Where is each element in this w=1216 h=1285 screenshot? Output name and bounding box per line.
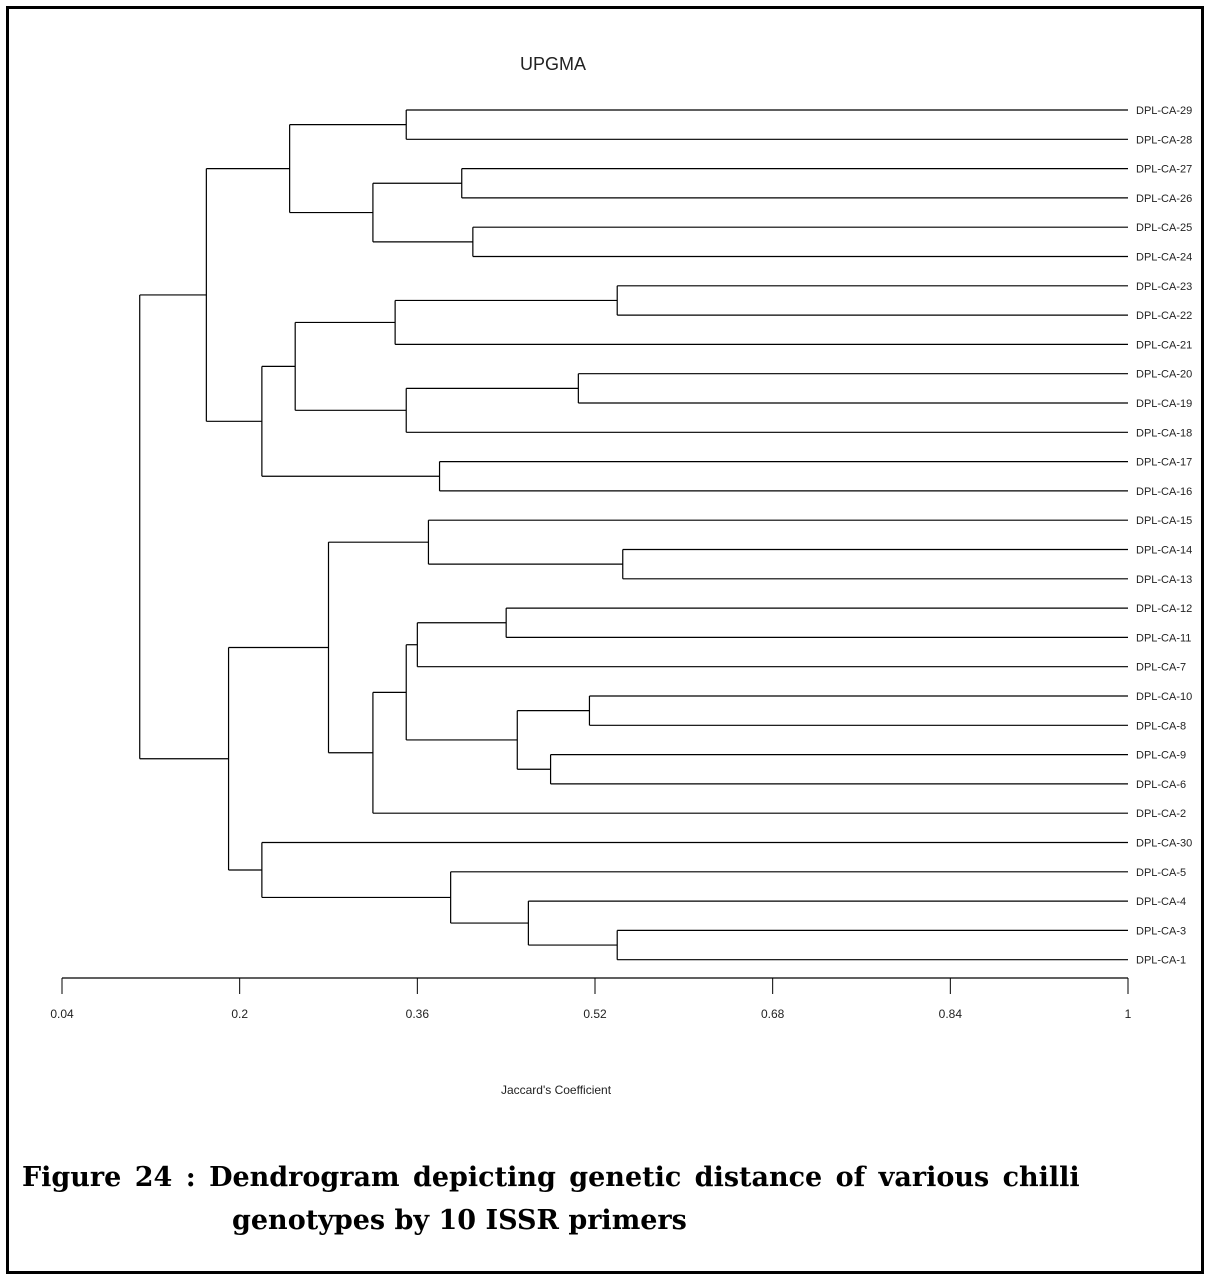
x-tick-label: 0.84 <box>939 1007 963 1021</box>
leaf-label: DPL-CA-13 <box>1136 574 1192 586</box>
leaf-label: DPL-CA-27 <box>1136 164 1192 176</box>
leaf-label: DPL-CA-29 <box>1136 105 1192 117</box>
leaf-label: DPL-CA-30 <box>1136 838 1192 850</box>
leaf-label: DPL-CA-11 <box>1136 632 1191 644</box>
x-axis: 0.04 0.2 0.36 0.52 0.68 0.84 1 <box>50 977 1132 1021</box>
leaf-label: DPL-CA-16 <box>1136 486 1192 498</box>
leaf-label: DPL-CA-14 <box>1136 545 1192 557</box>
leaf-label: DPL-CA-23 <box>1136 281 1192 293</box>
leaf-label: DPL-CA-4 <box>1136 896 1186 908</box>
leaf-label: DPL-CA-18 <box>1136 427 1192 439</box>
leaf-label: DPL-CA-25 <box>1136 222 1192 234</box>
leaf-labels: DPL-CA-29 DPL-CA-28 DPL-CA-27 DPL-CA-26 DPL-… <box>1136 105 1192 967</box>
leaf-label: DPL-CA-22 <box>1136 310 1192 322</box>
leaf-label: DPL-CA-5 <box>1136 867 1186 879</box>
x-tick-label: 0.36 <box>406 1007 430 1021</box>
leaf-label: DPL-CA-8 <box>1136 720 1186 732</box>
x-tick-label: 0.04 <box>50 1007 74 1021</box>
leaf-label: DPL-CA-15 <box>1136 515 1192 527</box>
leaf-label: DPL-CA-10 <box>1136 691 1192 703</box>
leaf-label: DPL-CA-2 <box>1136 808 1186 820</box>
leaf-label: DPL-CA-12 <box>1136 603 1192 615</box>
leaf-label: DPL-CA-7 <box>1136 662 1186 674</box>
figure-frame <box>6 6 1204 1274</box>
leaf-label: DPL-CA-26 <box>1136 193 1192 205</box>
leaf-label: DPL-CA-24 <box>1136 252 1192 264</box>
chart-title: UPGMA <box>520 54 586 74</box>
leaf-label: DPL-CA-6 <box>1136 779 1186 791</box>
x-axis-label: Jaccard's Coefficient <box>501 1083 612 1097</box>
x-tick-label: 0.52 <box>583 1007 607 1021</box>
figure-caption-line-1: Figure 24 : Dendrogram depicting genetic… <box>22 1162 1080 1193</box>
leaf-label: DPL-CA-17 <box>1136 457 1192 469</box>
leaf-label: DPL-CA-20 <box>1136 369 1192 381</box>
dendrogram-links <box>139 109 1128 961</box>
x-tick-label: 0.68 <box>761 1007 785 1021</box>
x-tick-label: 1 <box>1125 1007 1132 1021</box>
leaf-label: DPL-CA-1 <box>1136 955 1186 967</box>
figure-caption-line-2: genotypes by 10 ISSR primers <box>232 1205 687 1236</box>
leaf-label: DPL-CA-3 <box>1136 925 1186 937</box>
x-tick-label: 0.2 <box>231 1007 248 1021</box>
leaf-label: DPL-CA-28 <box>1136 134 1192 146</box>
leaf-label: DPL-CA-9 <box>1136 750 1186 762</box>
leaf-label: DPL-CA-19 <box>1136 398 1192 410</box>
dendrogram-chart: UPGMA DPL-CA-29DPL-CA-28DPL-CA-27DPL-CA-… <box>50 54 1192 1097</box>
leaf-label: DPL-CA-21 <box>1136 339 1192 351</box>
